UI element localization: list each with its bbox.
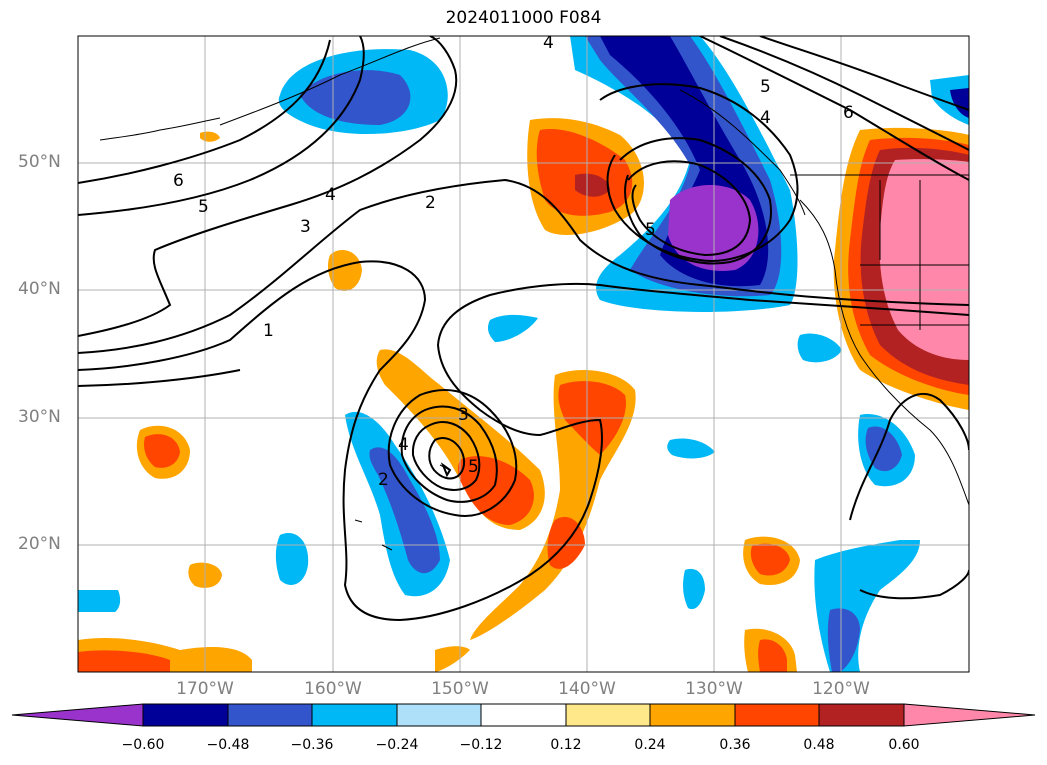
colorbar-segment — [311, 703, 398, 727]
contour-label-group: 4 5 4 6 6 5 4 3 2 1 5 3 4 5 2 — [173, 33, 854, 490]
contour-label: 5 — [645, 220, 656, 240]
contour-label: 5 — [468, 457, 479, 477]
contour-label: 6 — [173, 171, 184, 191]
colorbar-segment — [649, 703, 736, 727]
latitude-label: 20°N — [18, 534, 61, 554]
contour-label: 3 — [300, 217, 311, 237]
graticule — [78, 36, 969, 672]
colorbar-tick-label: 0.24 — [634, 737, 666, 753]
colorbar-segment — [396, 703, 482, 727]
colorbar-segment — [227, 703, 313, 727]
contour-lines — [78, 36, 969, 622]
colorbar-tick-label: −0.60 — [121, 737, 165, 753]
colorbar-min-extend — [11, 703, 144, 727]
map-title: 2024011000 F084 — [445, 8, 602, 28]
colorbar-tick-label: 0.12 — [550, 737, 582, 753]
contour-label: 2 — [378, 470, 389, 490]
colorbar-segment — [142, 703, 229, 727]
contour-label: 4 — [325, 185, 336, 205]
longitude-label: 140°W — [558, 679, 616, 699]
longitude-label: 120°W — [812, 679, 870, 699]
contour-label: 3 — [458, 405, 469, 425]
contour-label: 5 — [760, 77, 771, 97]
longitude-label: 170°W — [176, 679, 234, 699]
latitude-label: 40°N — [18, 279, 61, 299]
colorbar-tick-label: −0.12 — [459, 737, 503, 753]
map-frame — [77, 35, 970, 673]
longitude-label: 160°W — [304, 679, 362, 699]
colorbar-segment — [480, 703, 567, 727]
longitude-label: 150°W — [431, 679, 489, 699]
latitude-label: 50°N — [18, 152, 61, 172]
contour-label: 2 — [425, 193, 436, 213]
longitude-label: 130°W — [685, 679, 743, 699]
coastlines — [99, 37, 969, 551]
colorbar-tick-label: 0.60 — [888, 737, 920, 753]
contour-label: 4 — [543, 33, 554, 53]
colorbar-segment — [734, 703, 820, 727]
colorbar-tick-label: 0.48 — [803, 737, 835, 753]
colorbar-segment — [565, 703, 651, 727]
colorbar-max-extend — [903, 703, 1036, 727]
contour-label: 4 — [398, 435, 409, 455]
contour-label: 1 — [263, 321, 274, 341]
colorbar-tick-label: 0.36 — [719, 737, 751, 753]
contour-label: 5 — [198, 197, 209, 217]
colorbar — [11, 703, 1036, 727]
latitude-label: 30°N — [18, 407, 61, 427]
contour-label: 4 — [760, 108, 771, 128]
colorbar-segment — [818, 703, 905, 727]
colorbar-tick-label: −0.36 — [290, 737, 334, 753]
colorbar-tick-label: −0.24 — [375, 737, 419, 753]
colorbar-tick-label: −0.48 — [206, 737, 250, 753]
contour-label: 6 — [843, 103, 854, 123]
